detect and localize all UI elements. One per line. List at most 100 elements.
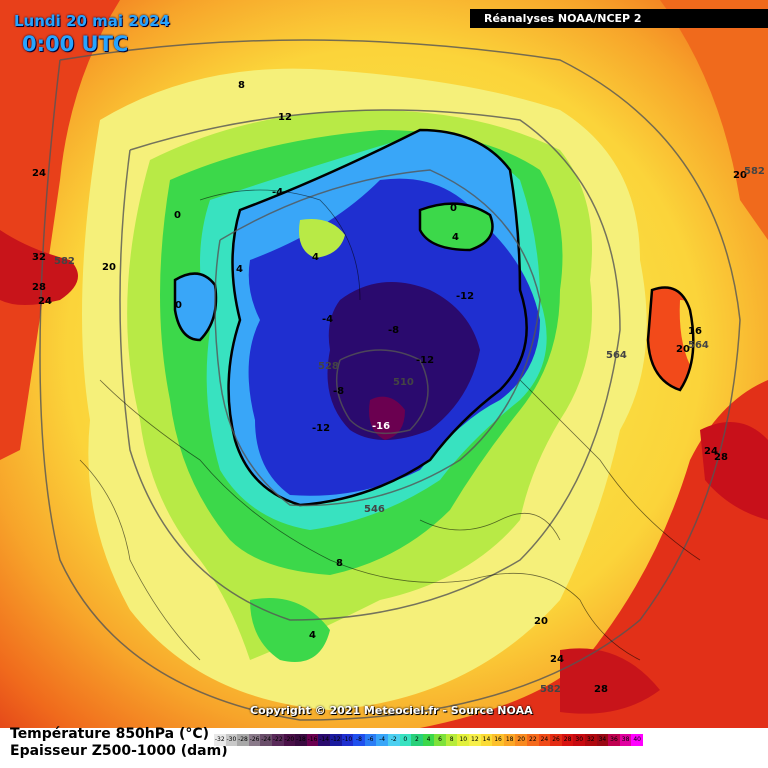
temp-label: 24 <box>704 446 718 457</box>
forecast-time: 0:00 UTC <box>22 32 129 56</box>
scale-value: -14 <box>319 736 330 743</box>
scale-value: 40 <box>633 736 641 743</box>
temp-label: 24 <box>38 296 52 307</box>
scale-value: -26 <box>249 736 260 743</box>
temp-label: 4 <box>309 630 316 641</box>
scale-value: -2 <box>390 736 397 743</box>
thickness-contours <box>39 39 741 721</box>
scale-value: -6 <box>367 736 374 743</box>
scale-value: 4 <box>426 736 431 743</box>
scale-value: 22 <box>529 736 537 743</box>
temp-label: 32 <box>32 252 46 263</box>
legend-title-thickness: Epaisseur Z500-1000 (dam) <box>10 743 228 759</box>
south-hot-core <box>560 648 660 714</box>
scale-swatch: -18 <box>295 734 307 746</box>
scale-swatch: 2 <box>411 734 423 746</box>
coastlines <box>79 189 701 661</box>
scale-swatch: 26 <box>550 734 562 746</box>
temp-label: 20 <box>102 262 116 273</box>
scale-value: 36 <box>610 736 618 743</box>
scale-value: -18 <box>296 736 306 743</box>
scale-swatch: 8 <box>445 734 458 746</box>
scale-value: 16 <box>494 736 502 743</box>
scale-value: -10 <box>342 736 353 743</box>
scale-swatch: 24 <box>538 734 551 746</box>
temp-label: -12 <box>456 291 475 302</box>
scale-value: 30 <box>575 736 584 743</box>
scale-swatch: 22 <box>527 734 539 746</box>
scale-value: 28 <box>563 736 572 743</box>
east-hot-core <box>700 422 768 520</box>
temp-label: -12 <box>312 423 331 434</box>
west-hot-core <box>0 230 78 305</box>
scale-swatch: 34 <box>596 734 609 746</box>
scale-swatch: -14 <box>318 734 330 746</box>
coldest-core <box>369 396 405 440</box>
forecast-date: Lundi 20 mai 2024 <box>14 12 170 30</box>
scale-swatch: 30 <box>573 734 585 746</box>
scale-swatch: -6 <box>364 734 377 746</box>
scale-value: 10 <box>459 736 468 743</box>
temp-label: 4 <box>312 252 319 263</box>
scale-value: 32 <box>586 736 595 743</box>
scale-value: 34 <box>598 736 607 743</box>
scale-value: -12 <box>330 736 341 743</box>
copyright-text: Copyright © 2021 Meteociel.fr - Source N… <box>250 704 533 717</box>
color-scale: -32 -30 -28 -26 -24 -22 -20 -18 -16 -14 -12 -10 -8 -6… <box>214 734 643 746</box>
temp-label: -12 <box>416 355 435 366</box>
legend-title-temperature: Température 850hPa (°C) <box>10 726 210 742</box>
temp-label: 20 <box>676 344 690 355</box>
scale-swatch: 10 <box>457 734 470 746</box>
scale-swatch: -24 <box>260 734 272 746</box>
north-light-pocket <box>299 219 345 258</box>
temp-label: 4 <box>452 232 459 243</box>
scale-swatch: 0 <box>399 734 412 746</box>
scale-value: 24 <box>540 736 549 743</box>
scale-value: 14 <box>482 736 491 743</box>
scale-value: 38 <box>621 736 630 743</box>
north-warm-pocket <box>420 203 493 250</box>
scale-value: -20 <box>284 736 295 743</box>
thickness-label: 564 <box>606 350 627 361</box>
thickness-label: 582 <box>744 166 765 177</box>
temp-label: 20 <box>534 616 548 627</box>
thickness-label: 564 <box>688 340 709 351</box>
scale-swatch: -22 <box>271 734 284 746</box>
temperature-contours <box>173 128 695 507</box>
scale-value: 12 <box>471 736 479 743</box>
thickness-label: 546 <box>364 504 385 515</box>
scale-swatch: 28 <box>561 734 574 746</box>
scale-swatch: -28 <box>237 734 249 746</box>
west-cold-pocket <box>175 273 216 340</box>
temp-label: 0 <box>175 300 182 311</box>
scale-value: -8 <box>355 736 362 743</box>
source-banner: Réanalyses NOAA/NCEP 2 <box>470 9 768 28</box>
scale-swatch: 20 <box>515 734 528 746</box>
scale-value: 20 <box>517 736 526 743</box>
scale-value: 6 <box>438 736 442 743</box>
scale-value: -16 <box>307 736 318 743</box>
scale-swatch: -16 <box>306 734 319 746</box>
temp-label: -8 <box>388 325 400 336</box>
scale-value: -32 <box>214 736 225 743</box>
temp-label: 24 <box>550 654 564 665</box>
scale-swatch: -26 <box>248 734 261 746</box>
temp-label: 24 <box>32 168 46 179</box>
scale-swatch: 38 <box>619 734 632 746</box>
temp-label: 8 <box>238 80 245 91</box>
temp-label: 12 <box>278 112 292 123</box>
scale-swatch: -2 <box>387 734 400 746</box>
temp-label: -8 <box>333 386 345 397</box>
temp-label: -4 <box>272 187 284 198</box>
scale-swatch: -4 <box>376 734 388 746</box>
scale-swatch: -12 <box>329 734 342 746</box>
temp-label: 16 <box>688 326 702 337</box>
scale-value: 2 <box>414 736 419 743</box>
west-warm-zone <box>0 0 120 460</box>
scale-swatch: 12 <box>469 734 481 746</box>
temp-label: 0 <box>174 210 181 221</box>
thickness-label: 528 <box>318 361 339 372</box>
scale-swatch: -10 <box>341 734 354 746</box>
temp-label: 28 <box>714 452 728 463</box>
